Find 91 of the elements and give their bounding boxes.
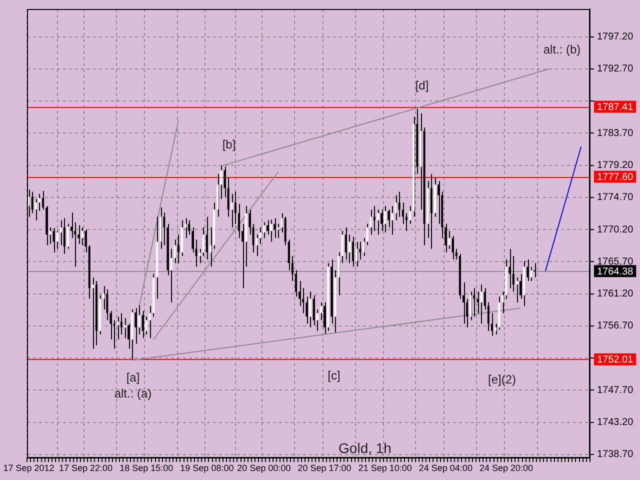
candlestick bbox=[56, 230, 58, 250]
x-tick-label: 21 Sep 10:00 bbox=[358, 462, 412, 473]
candlestick bbox=[324, 302, 326, 334]
candlestick bbox=[516, 276, 518, 303]
candlestick bbox=[312, 294, 315, 326]
candlestick bbox=[163, 212, 166, 246]
candlestick bbox=[81, 226, 84, 246]
candlestick bbox=[526, 259, 529, 282]
y-tick-label: 1743.20 bbox=[597, 417, 634, 428]
candlestick bbox=[491, 312, 494, 336]
annotation: alt.: (a) bbox=[114, 386, 152, 400]
candlestick bbox=[106, 289, 108, 321]
candlestick bbox=[142, 310, 144, 339]
annotation: alt.: (b) bbox=[543, 42, 581, 56]
candlestick bbox=[274, 218, 276, 239]
candlestick bbox=[60, 220, 62, 246]
candlestick bbox=[330, 259, 333, 324]
y-tick-label: 1779.20 bbox=[597, 160, 634, 172]
candlestick bbox=[452, 236, 454, 260]
candlestick bbox=[520, 273, 522, 300]
candlestick bbox=[356, 241, 358, 268]
candlestick bbox=[288, 239, 290, 271]
candlestick bbox=[348, 234, 350, 264]
y-tick-label: 1756.70 bbox=[597, 320, 634, 332]
x-tick-label: 17 Sep 2012 bbox=[3, 462, 54, 473]
x-tick-label: 18 Sep 15:00 bbox=[120, 462, 174, 473]
candlestick bbox=[66, 223, 69, 250]
annotation: [a] bbox=[126, 370, 140, 384]
candlestick bbox=[234, 191, 236, 224]
candlestick bbox=[238, 203, 240, 239]
y-tick-label: 1792.70 bbox=[597, 64, 634, 75]
candlestick bbox=[344, 226, 347, 260]
ref-line-label: 1752.01 bbox=[597, 354, 634, 366]
candlestick bbox=[145, 316, 148, 336]
candlestick bbox=[124, 318, 126, 339]
candlestick bbox=[63, 218, 66, 254]
y-tick-label: 1797.20 bbox=[597, 32, 634, 43]
y-tick-label: 1770.20 bbox=[597, 224, 634, 236]
candlestick bbox=[402, 202, 404, 224]
y-tick-label: 1747.70 bbox=[597, 384, 634, 396]
candlestick bbox=[70, 212, 73, 239]
annotation: [e](2) bbox=[488, 372, 516, 386]
candlestick bbox=[352, 236, 354, 268]
candlestick bbox=[134, 308, 137, 344]
candlestick bbox=[120, 312, 122, 336]
annotation: [b] bbox=[222, 137, 236, 152]
candlestick bbox=[376, 209, 379, 236]
candlestick bbox=[284, 216, 286, 246]
candlestick bbox=[206, 216, 208, 260]
candlestick bbox=[31, 191, 34, 214]
candlestick bbox=[52, 228, 55, 253]
annotation: [d] bbox=[415, 78, 429, 92]
candlestick bbox=[309, 291, 312, 328]
x-tick-label: 17 Sep 22:00 bbox=[59, 462, 113, 473]
candlestick bbox=[266, 220, 269, 236]
ref-line-label: 1764.38 bbox=[597, 266, 634, 278]
candlestick bbox=[480, 284, 482, 324]
candlestick bbox=[177, 234, 180, 264]
x-tick-label: 24 Sep 04:00 bbox=[418, 462, 472, 473]
y-tick-label: 1765.70 bbox=[597, 256, 634, 268]
ref-line-label: 1777.60 bbox=[597, 172, 634, 183]
candlestick bbox=[380, 209, 383, 232]
annotation: [c] bbox=[328, 368, 340, 382]
candlestick bbox=[174, 239, 176, 264]
y-tick-label: 1783.70 bbox=[597, 128, 634, 139]
candlestick bbox=[473, 288, 476, 318]
candlestick bbox=[34, 198, 37, 221]
x-tick-label: 24 Sep 20:00 bbox=[479, 462, 534, 473]
x-tick-label: 20 Sep 17:00 bbox=[298, 462, 352, 473]
candlestick bbox=[116, 316, 119, 340]
ref-line-label: 1787.41 bbox=[597, 102, 634, 113]
candlestick bbox=[534, 262, 536, 278]
candlestick bbox=[438, 180, 440, 224]
x-tick-label: 19 Sep 08:00 bbox=[180, 462, 234, 473]
candlestick bbox=[270, 219, 272, 242]
candlestick bbox=[262, 222, 265, 239]
x-tick-label: 20 Sep 00:00 bbox=[237, 462, 291, 473]
candlestick bbox=[394, 194, 397, 221]
annotation: Gold, 1h bbox=[338, 440, 392, 456]
candlestick bbox=[384, 206, 386, 233]
candlestick bbox=[508, 248, 511, 289]
y-tick-label: 1761.20 bbox=[597, 288, 634, 300]
candlestick bbox=[388, 209, 390, 228]
candlestick bbox=[370, 209, 372, 236]
candlestick bbox=[476, 291, 479, 314]
candlestick bbox=[295, 270, 298, 298]
y-tick-label: 1774.70 bbox=[597, 192, 634, 204]
candlestick bbox=[391, 206, 394, 236]
candlestick bbox=[398, 191, 400, 218]
y-tick-label: 1738.70 bbox=[597, 449, 634, 460]
candlestick bbox=[373, 206, 376, 232]
